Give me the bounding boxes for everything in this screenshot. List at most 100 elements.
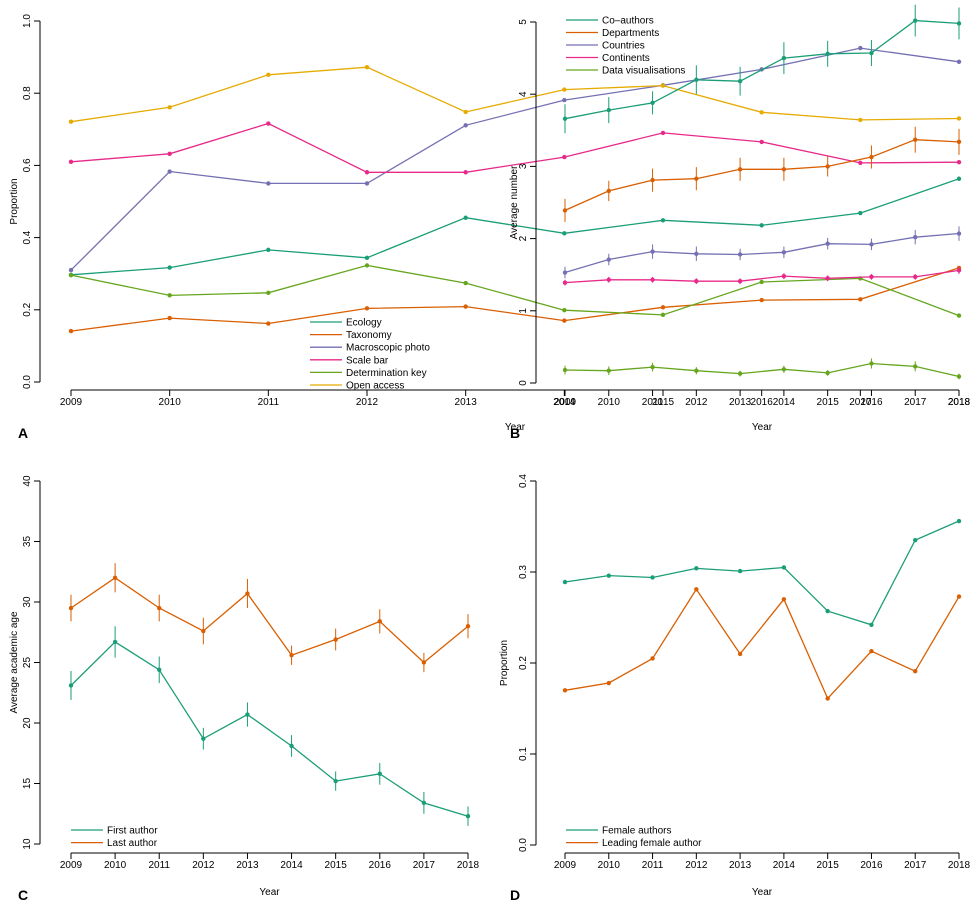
data-point [956,594,962,599]
data-point [825,608,830,614]
data-point [68,272,74,278]
x-tick-label: 2013 [729,397,752,408]
legend-entry: Macroscopic photo [346,343,430,354]
y-axis-label: Average number [509,165,520,239]
y-tick-label: 20 [22,717,33,729]
data-point [650,277,655,282]
x-tick-label: 2009 [554,860,577,871]
data-point [759,110,764,115]
data-point [463,170,468,175]
data-point [289,653,294,658]
series-last-author [68,563,471,673]
data-point [266,247,271,253]
y-tick-label: 0.1 [518,747,529,761]
data-point [112,639,118,645]
data-point [364,170,370,175]
x-tick-label: 2015 [652,397,675,408]
data-point [694,566,699,571]
series-line [564,520,960,626]
data-point [68,267,74,273]
series-line [70,66,960,123]
data-point [650,575,655,580]
data-point [167,315,172,321]
series-line [564,588,960,700]
panel-label: A [18,425,28,441]
y-tick-label: 15 [22,778,33,790]
data-point [825,164,830,169]
data-point [201,736,206,741]
data-point [364,65,370,70]
series-continents [562,266,962,286]
data-point [562,231,567,236]
data-point [463,304,468,309]
data-point [562,367,568,373]
data-point [463,280,468,286]
x-axis-label: Year [259,887,280,898]
data-point [858,45,863,51]
data-point [333,778,338,784]
data-point [167,169,172,174]
x-tick-label: 2016 [369,860,392,871]
data-point [606,573,611,578]
data-point [737,167,743,172]
panel-label: D [510,887,520,903]
data-point [858,117,863,123]
x-axis-label: Year [752,422,773,433]
data-point [825,276,830,281]
data-point [660,312,666,318]
x-tick-label: 2013 [236,860,259,871]
data-point [364,255,370,261]
series-open-access [68,65,962,124]
legend-entry: First author [107,826,158,837]
series-line [70,122,960,173]
x-tick-label: 2014 [280,860,303,871]
data-point [112,575,118,580]
data-point [956,21,962,26]
data-point [956,59,962,64]
x-tick-label: 2016 [860,397,883,408]
data-point [364,306,370,311]
series-line [70,267,960,332]
data-point [167,105,172,110]
x-tick-label: 2010 [159,397,182,408]
data-point [606,257,611,262]
panel-label: B [510,425,520,441]
data-point [825,241,830,246]
data-point [781,250,787,255]
data-point [606,277,611,282]
data-point [157,667,162,672]
x-tick-label: 2009 [554,397,577,408]
data-point [266,121,271,126]
x-tick-label: 2018 [948,397,971,408]
data-point [660,305,666,310]
x-axis-label: Year [505,422,526,433]
data-point [606,188,611,194]
data-point [956,139,962,145]
series-data-visualisations [562,358,962,380]
series-line [70,47,960,271]
x-tick-label: 2013 [729,860,752,871]
data-point [606,368,611,373]
data-point [377,771,382,777]
series-line [564,139,960,211]
data-point [68,605,74,611]
data-point [913,274,918,280]
x-tick-label: 2017 [904,397,927,408]
data-point [913,668,918,674]
series-co-authors [562,4,962,134]
data-point [956,313,962,318]
data-point [737,651,743,657]
series-countries [562,226,962,279]
data-point [650,656,655,661]
data-point [737,278,743,284]
legend-entry: Scale bar [346,355,389,366]
data-point [650,249,655,254]
x-tick-label: 2013 [455,397,478,408]
data-point [333,637,338,642]
data-point [956,231,962,236]
data-point [157,605,162,611]
data-point [266,181,271,186]
series-leading-female-author [562,587,962,701]
